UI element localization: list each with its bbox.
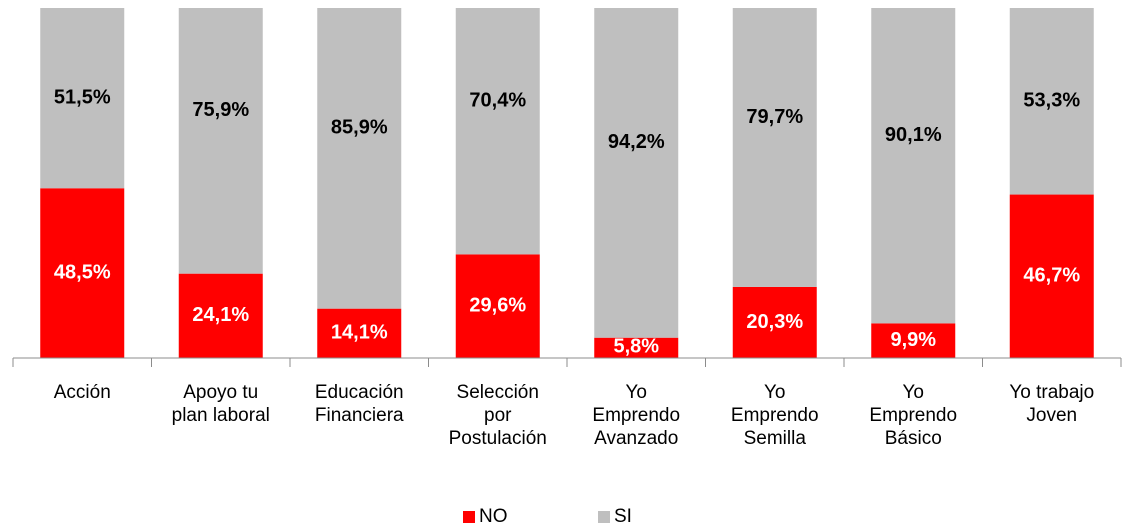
- data-label: 24,1%: [192, 304, 249, 326]
- data-label: 79,7%: [746, 106, 803, 128]
- bar-segment: [40, 8, 125, 189]
- legend-label: NO: [479, 506, 508, 527]
- data-label: 94,2%: [608, 131, 665, 153]
- bar-segment: [1009, 8, 1094, 195]
- bar-segment: [594, 8, 679, 338]
- data-label: 48,5%: [54, 261, 111, 283]
- x-tick-label: Yo Emprendo Básico: [869, 382, 958, 449]
- data-label: 46,7%: [1023, 265, 1080, 287]
- x-tick-label: Educación Financiera: [314, 382, 404, 426]
- data-label: 29,6%: [469, 294, 526, 316]
- bar-segment: [455, 254, 540, 358]
- data-label: 53,3%: [1023, 90, 1080, 112]
- x-tick-label: Apoyo tu plan laboral: [171, 382, 270, 426]
- x-tick-label: Selección por Postulación: [448, 382, 547, 449]
- bar-segment: [732, 8, 817, 287]
- data-label: 14,1%: [331, 322, 388, 344]
- legend-swatch: [598, 511, 610, 523]
- bar-segment: [40, 188, 125, 358]
- bar-segment: [317, 8, 402, 309]
- x-tick-label: Acción: [53, 382, 111, 403]
- x-tick-label: Yo Emprendo Semilla: [730, 382, 819, 449]
- legend-label: SI: [614, 506, 632, 527]
- bar-segment: [455, 8, 540, 255]
- bar-segment: [178, 273, 263, 358]
- legend-swatch: [463, 511, 475, 523]
- x-tick-label: Yo Emprendo Avanzado: [592, 382, 681, 449]
- legend-item: SI: [598, 506, 632, 528]
- data-label: 70,4%: [469, 89, 526, 111]
- data-label: 75,9%: [192, 99, 249, 121]
- bar-segment: [317, 308, 402, 358]
- x-tick-label: Yo trabajo Joven: [1009, 382, 1095, 426]
- bar-segment: [732, 286, 817, 358]
- bar-segment: [871, 323, 956, 358]
- data-label: 90,1%: [885, 124, 942, 146]
- data-label: 51,5%: [54, 86, 111, 108]
- bar-segment: [594, 337, 679, 358]
- data-label: 85,9%: [331, 117, 388, 139]
- bar-segment: [178, 8, 263, 274]
- bar-segment: [871, 8, 956, 324]
- data-label: 5,8%: [613, 335, 659, 357]
- legend-item: NO: [463, 506, 508, 528]
- bar-segment: [1009, 194, 1094, 358]
- data-label: 9,9%: [890, 329, 936, 351]
- data-label: 20,3%: [746, 311, 803, 333]
